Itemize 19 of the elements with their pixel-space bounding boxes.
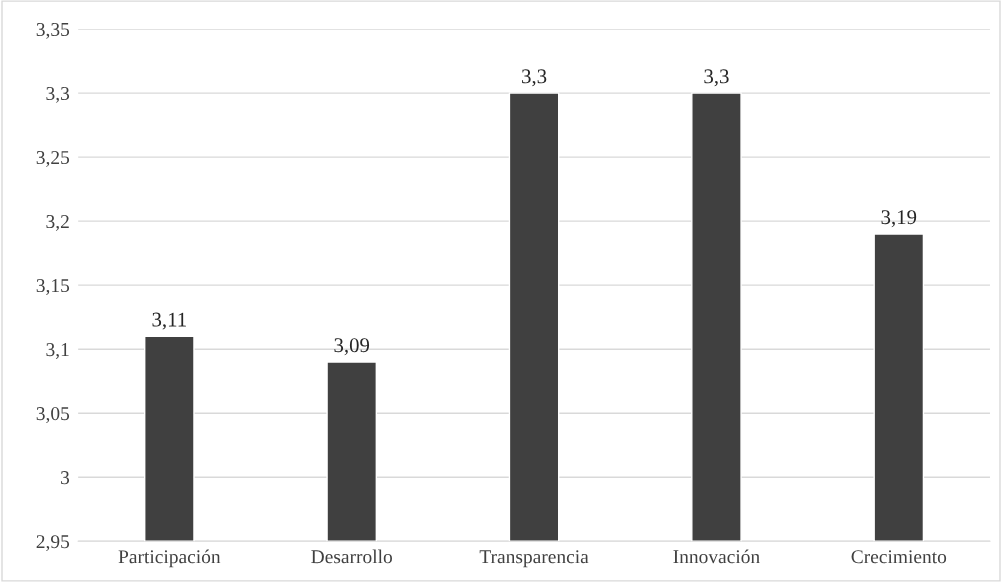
x-tick-label: Crecimiento: [851, 550, 947, 564]
x-tick-label: Participación: [118, 549, 221, 568]
data-label: 3,19: [881, 210, 917, 228]
x-tick-label: Desarrollo: [311, 549, 392, 564]
x-tick-label: Innovación: [673, 549, 760, 564]
y-tick-label: 3: [61, 471, 70, 485]
data-label: 3,3: [704, 69, 729, 87]
y-tick-label: 3,1: [46, 343, 69, 359]
y-tick-label: 3,15: [36, 279, 70, 295]
data-label: 3,11: [152, 312, 186, 330]
data-label: 3,09: [334, 338, 370, 356]
x-tick-label: Transparencia: [479, 550, 589, 568]
y-tick-label: 3,2: [46, 215, 69, 231]
y-tick-label: 2,95: [36, 535, 70, 551]
y-tick-label: 3,25: [36, 151, 70, 167]
y-tick-label: 3,05: [36, 407, 70, 423]
data-label: 3,3: [522, 69, 547, 87]
y-tick-label: 3,3: [46, 86, 70, 103]
y-tick-label: 3,35: [36, 22, 70, 39]
